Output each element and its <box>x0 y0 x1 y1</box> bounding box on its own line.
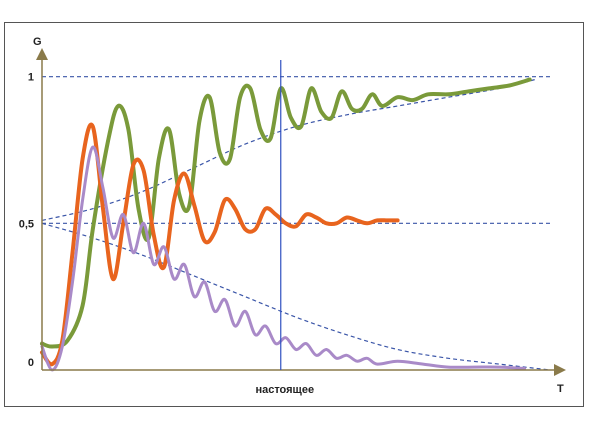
series-line-3 <box>40 145 527 372</box>
y-tick-label: 0,5 <box>19 218 34 230</box>
y-tick-label: 0 <box>28 357 34 369</box>
y-axis-label: G <box>33 36 42 48</box>
series-line-2 <box>40 122 400 367</box>
trend-line-lower-trend <box>41 222 551 371</box>
x-axis-label: T <box>557 383 564 395</box>
chart-frame <box>4 22 584 407</box>
y-tick-label: 1 <box>28 72 34 84</box>
trend-lines <box>41 79 551 371</box>
present-marker-label: настоящее <box>255 384 314 396</box>
series-line-1 <box>40 77 532 349</box>
reference-lines <box>42 76 550 224</box>
series-lines <box>40 77 532 372</box>
trend-line-upper-trend <box>41 79 535 221</box>
